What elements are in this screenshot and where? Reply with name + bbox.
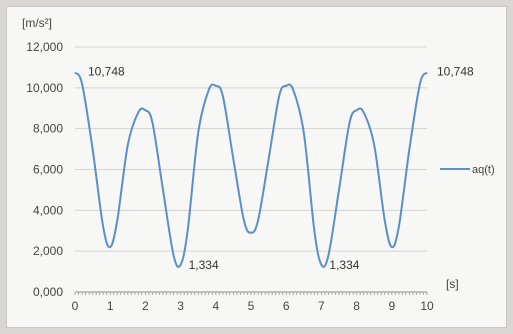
x-tick-label: 10 [420, 299, 434, 313]
data-label: 10,748 [88, 65, 125, 79]
data-label: 1,334 [189, 258, 219, 272]
x-tick-label: 3 [177, 299, 184, 313]
series-line-aq [74, 71, 428, 268]
x-tick-label: 7 [318, 299, 325, 313]
legend-label: aq(t) [472, 164, 495, 176]
x-tick-label: 6 [283, 299, 290, 313]
data-label: 10,748 [437, 65, 474, 79]
y-axis-unit-label: [m/s²] [22, 16, 52, 30]
y-tick-label: 0,000 [33, 285, 63, 299]
y-tick-label: 8,000 [33, 122, 63, 136]
x-tick-label: 8 [353, 299, 360, 313]
legend: aq(t) [440, 164, 495, 176]
x-tick-label: 9 [388, 299, 395, 313]
x-tick-label: 5 [248, 299, 255, 313]
data-labels: 10,748 1,334 1,334 10,748 [88, 65, 474, 272]
x-axis-unit-label: [s] [446, 277, 459, 291]
axes [74, 291, 428, 295]
x-tick-label: 2 [142, 299, 149, 313]
x-tick-label: 1 [107, 299, 114, 313]
x-tick-label: 4 [212, 299, 219, 313]
y-tick-label: 10,000 [26, 81, 63, 95]
y-tick-label: 4,000 [33, 203, 63, 217]
chart-panel [6, 6, 507, 328]
y-tick-label: 6,000 [33, 163, 63, 177]
gridlines [75, 46, 427, 252]
data-label: 1,334 [329, 258, 359, 272]
x-tick-label: 0 [72, 299, 79, 313]
tick-labels: 0,000 2,000 4,000 6,000 8,000 10,000 12,000 0 1 2… [22, 16, 459, 313]
series-lines [74, 71, 428, 268]
y-tick-label: 2,000 [33, 244, 63, 258]
y-tick-label: 12,000 [26, 40, 63, 54]
